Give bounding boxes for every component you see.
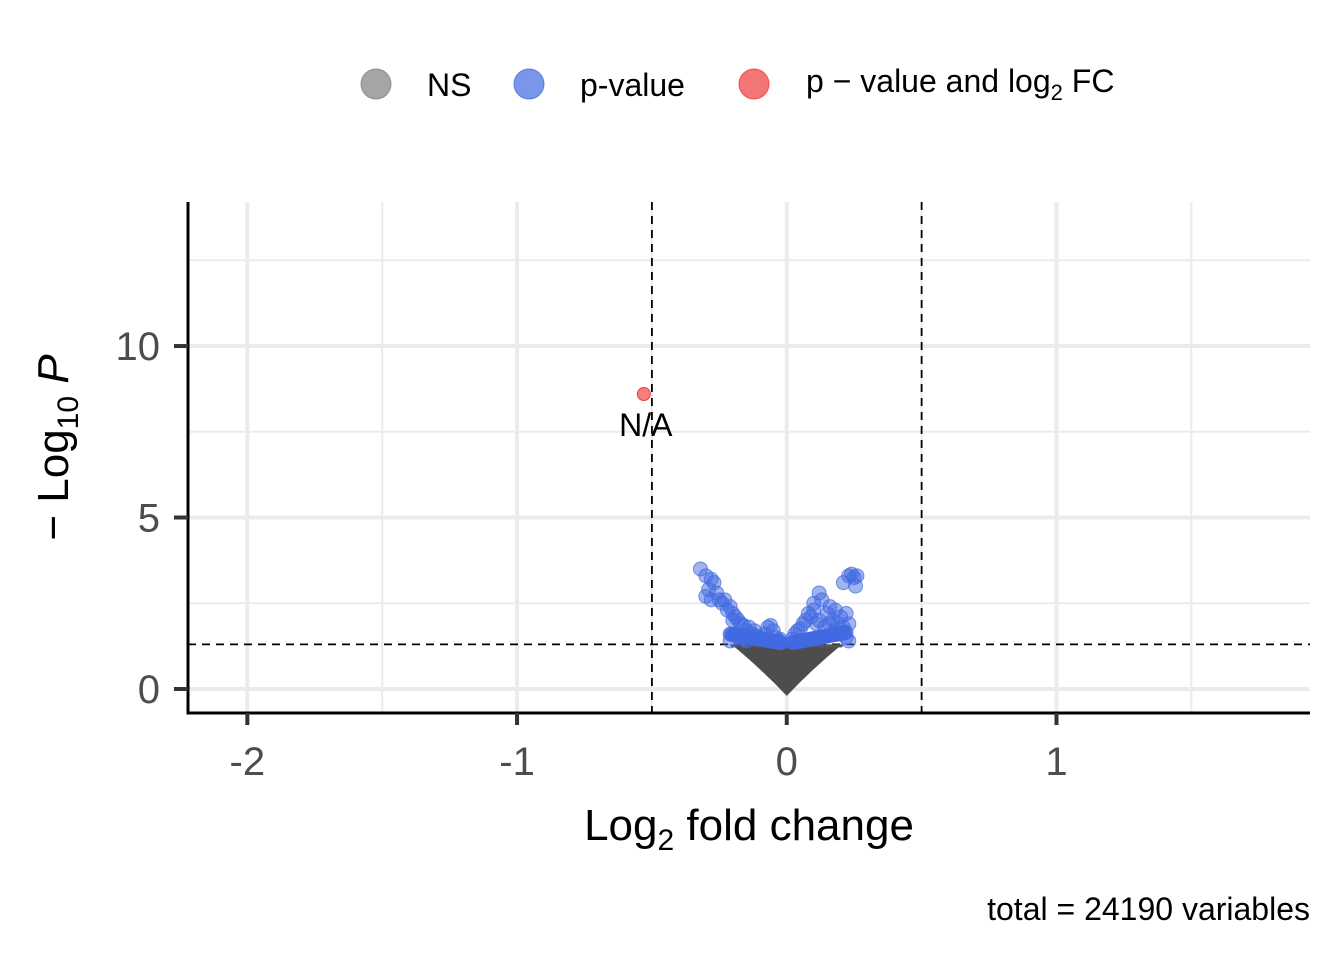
legend-label-1: p-value — [580, 67, 685, 103]
highlight-point — [636, 387, 651, 402]
x-tick-label: -2 — [230, 740, 266, 784]
legend: NS p-value p − value and log2 FC — [360, 63, 1114, 105]
ns-point-cloud — [731, 644, 843, 696]
pvalue-point — [848, 578, 864, 594]
legend-key-0 — [360, 68, 392, 100]
grid — [188, 202, 1310, 713]
x-tick-label: 1 — [1045, 740, 1067, 784]
axis-labels: Log2 fold change − Log10 P — [29, 354, 914, 857]
legend-key-2 — [738, 68, 770, 100]
pvalue-point — [841, 616, 857, 632]
pvalue-points — [692, 561, 865, 651]
y-tick-label: 0 — [138, 668, 160, 712]
pvalue-point — [841, 633, 857, 649]
caption: total = 24190 variables — [987, 891, 1310, 927]
legend-label-0: NS — [427, 67, 471, 103]
y-axis-title: − Log10 P — [29, 354, 85, 541]
x-axis-title: Log2 fold change — [584, 801, 914, 857]
y-tick-label: 10 — [116, 325, 161, 369]
x-tick-label: -1 — [499, 740, 535, 784]
x-tick-label: 0 — [776, 740, 798, 784]
pvalue-point — [738, 633, 754, 649]
legend-key-1 — [513, 68, 545, 100]
y-tick-label: 5 — [138, 497, 160, 541]
highlight-point-label: N/A — [619, 407, 673, 443]
legend-label-2: p − value and log2 FC — [806, 63, 1114, 105]
highlight-points: N/A — [619, 387, 673, 443]
